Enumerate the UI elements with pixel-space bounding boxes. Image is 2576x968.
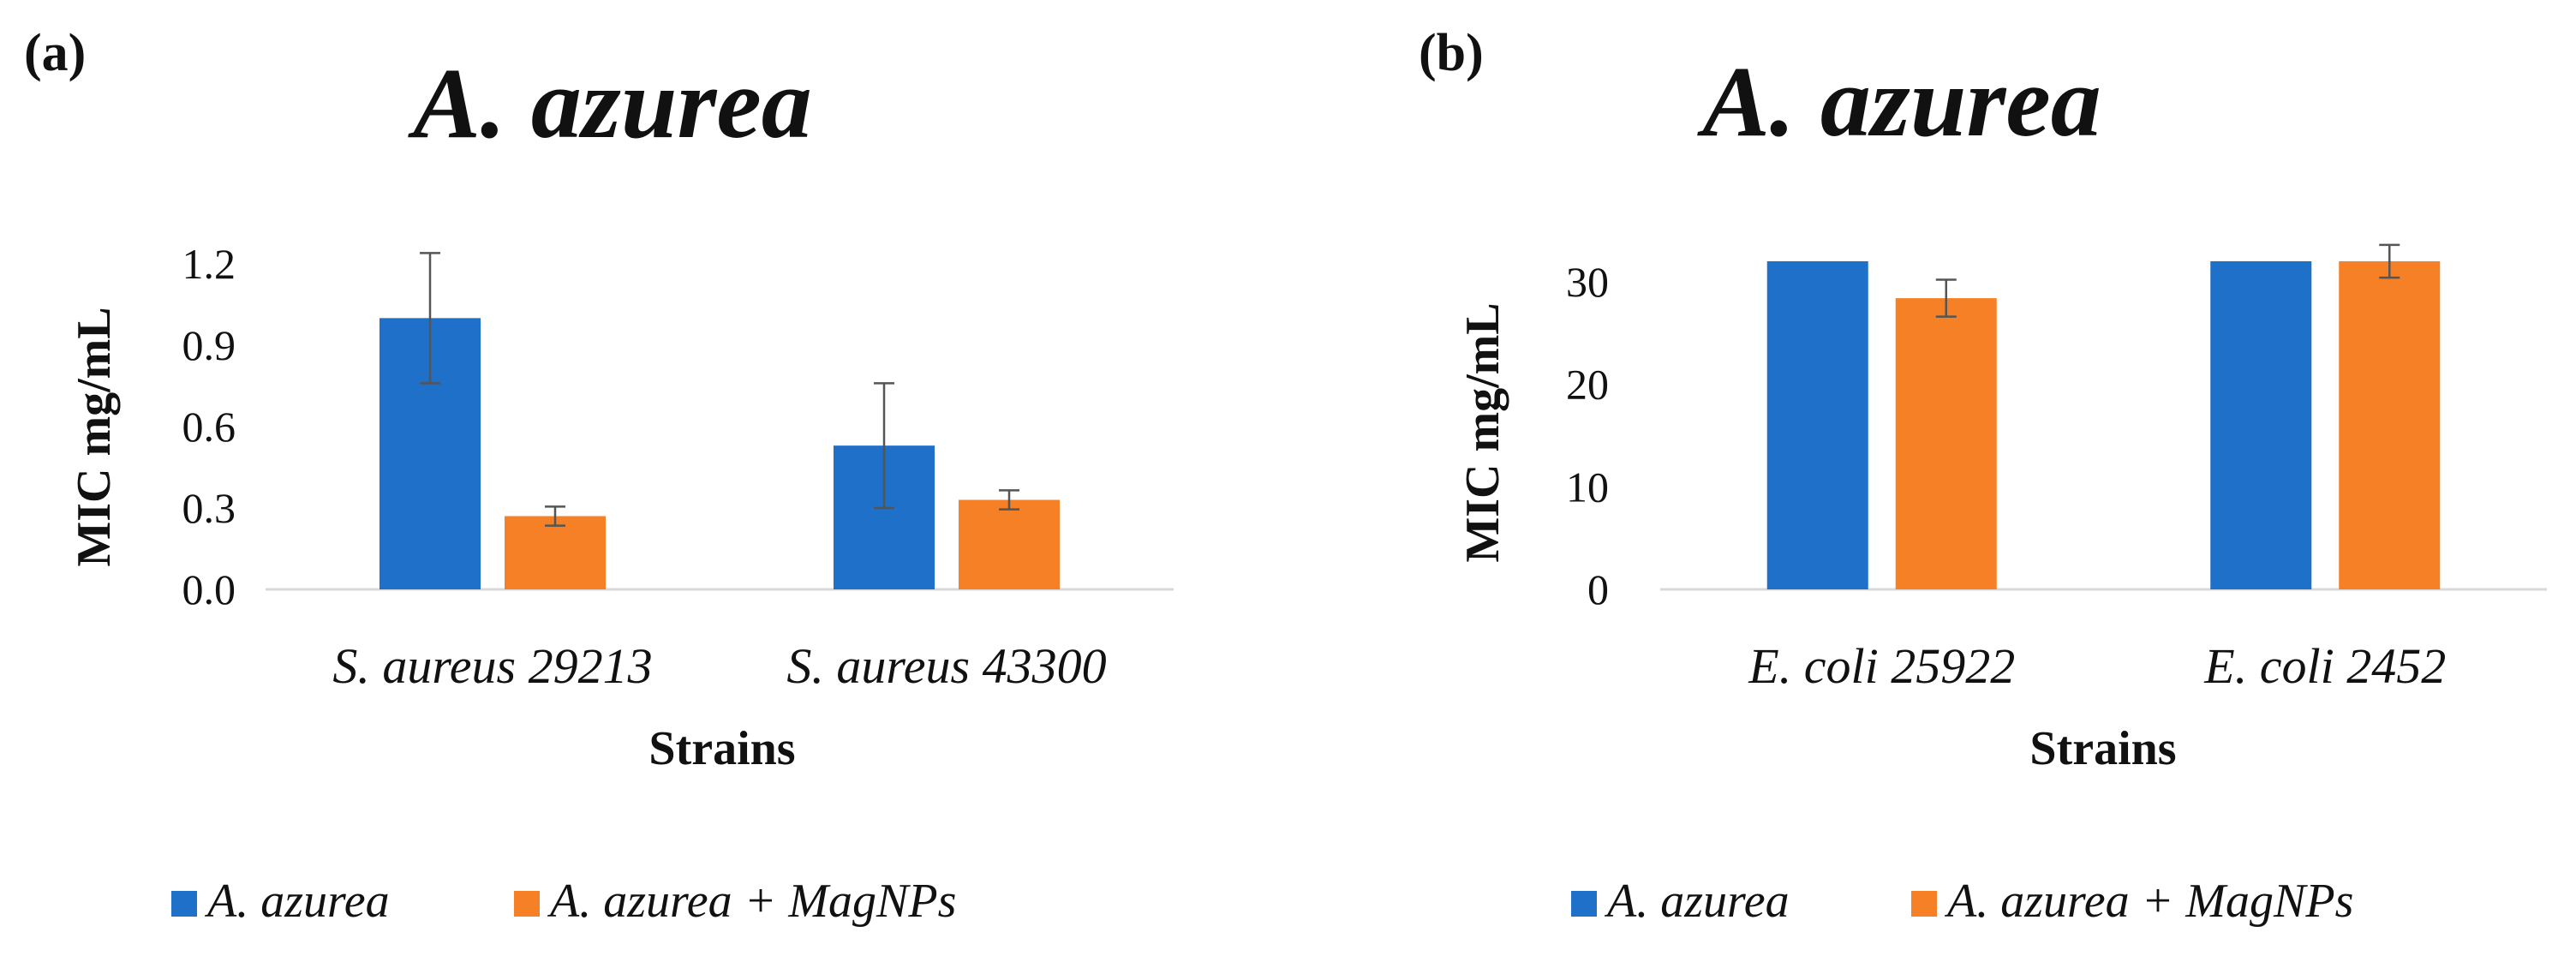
plot-area: 0 10 20 30 E. coli 25922 E. coli 2452 xyxy=(1566,243,2547,694)
panel-label: (a) xyxy=(24,24,86,82)
y-axis-title: MIC mg/mL xyxy=(1456,302,1509,562)
y-tick-label: 0.3 xyxy=(182,484,236,532)
y-tick-label: 0.6 xyxy=(182,403,236,451)
y-tick-label: 0.0 xyxy=(182,565,236,613)
category-label: E. coli 2452 xyxy=(2203,638,2446,694)
x-axis-title: Strains xyxy=(648,722,795,775)
bar-azurea-magnps-1 xyxy=(505,516,606,589)
chart-a-svg: (a) A. azurea MIC mg/mL Strains 0.00.30.… xyxy=(24,24,1174,928)
y-tick-label: 20 xyxy=(1566,361,1609,409)
bar-azurea-1 xyxy=(1766,261,1868,589)
chart-panel-a: (a) A. azurea MIC mg/mL Strains 0.0 0.3 0.… xyxy=(0,0,1288,964)
legend-label-series-2: A. azurea + MagNPs xyxy=(547,875,956,928)
y-axis-title: MIC mg/mL xyxy=(68,307,121,566)
bar-azurea-magnps-2 xyxy=(959,499,1060,589)
category-label: S. aureus 43300 xyxy=(786,638,1106,694)
legend-label-series-2: A. azurea + MagNPs xyxy=(1944,875,2353,928)
y-tick-label: 0 xyxy=(1587,565,1609,613)
legend-swatch-series-2 xyxy=(514,891,540,917)
legend-swatch-series-1 xyxy=(171,891,197,917)
bar-azurea-2 xyxy=(2210,261,2312,589)
bar-azurea-magnps-2 xyxy=(2339,261,2441,589)
bar-azurea-magnps-1 xyxy=(1895,298,1997,589)
y-tick-label: 0.9 xyxy=(182,321,236,369)
legend: A. azurea A. azurea + MagNPs xyxy=(1571,875,2353,928)
category-label: E. coli 25922 xyxy=(1748,638,2015,694)
legend: A. azurea A. azurea + MagNPs xyxy=(171,875,956,928)
plot-area: 0.0 0.3 0.6 0.9 1.2 S. aureus 29213 S. aureus … xyxy=(182,240,1174,694)
chart-title: A. azurea xyxy=(407,47,812,159)
legend-label-series-1: A. azurea xyxy=(1604,875,1790,928)
category-label: S. aureus 29213 xyxy=(332,638,652,694)
y-tick-label: 30 xyxy=(1566,258,1609,306)
panel-label: (b) xyxy=(1419,24,1484,82)
y-tick-label: 1.2 xyxy=(182,240,236,288)
legend-swatch-series-1 xyxy=(1571,891,1597,917)
chart-b-svg: (b) A. azurea MIC mg/mL Strains 0 10 20 30 E… xyxy=(1419,24,2547,928)
chart-panel-b: (b) A. azurea MIC mg/mL Strains 0 10 20 30 E… xyxy=(1288,0,2575,964)
x-axis-title: Strains xyxy=(2029,722,2176,775)
legend-label-series-1: A. azurea xyxy=(204,875,390,928)
legend-swatch-series-2 xyxy=(1911,891,1937,917)
y-tick-label: 10 xyxy=(1566,463,1609,511)
chart-title: A. azurea xyxy=(1696,45,2101,158)
